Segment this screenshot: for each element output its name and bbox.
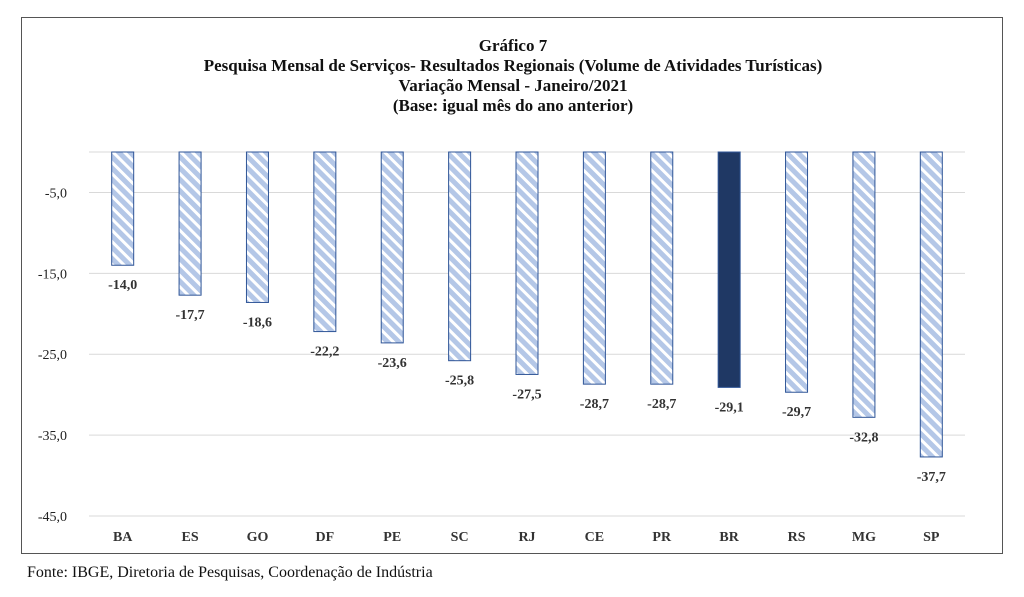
y-tick-label: -45,0: [38, 510, 67, 525]
bar-es: [178, 151, 202, 296]
x-tick-label-sp: SP: [923, 530, 940, 545]
x-tick-label-br: BR: [719, 530, 739, 545]
y-tick-label: -5,0: [45, 186, 67, 201]
chart-title-line-1: Gráfico 7: [478, 36, 548, 55]
x-tick-label-sc: SC: [451, 530, 469, 545]
bar-sp: [919, 151, 943, 458]
x-tick-label-rs: RS: [788, 530, 806, 545]
bar-rj: [515, 151, 539, 375]
bar-br: [717, 151, 741, 388]
bar-go: [245, 151, 269, 303]
data-label-go: -18,6: [243, 315, 272, 330]
data-label-sp: -37,7: [917, 470, 946, 485]
data-label-df: -22,2: [310, 345, 339, 360]
x-tick-label-pe: PE: [383, 530, 401, 545]
x-tick-label-es: ES: [182, 530, 199, 545]
x-tick-label-df: DF: [316, 530, 335, 545]
bars: [111, 151, 943, 458]
data-labels: -14,0 -17,7 -18,6 -22,2 -23,6 -25,8 -27,5 -28,7…: [108, 278, 946, 485]
chart-title-line-2: Pesquisa Mensal de Serviços- Resultados …: [203, 56, 823, 75]
y-axis-tick-labels: -5,0 -15,0 -25,0 -35,0 -45,0: [38, 186, 67, 525]
x-tick-label-go: GO: [247, 530, 269, 545]
chart-title-line-3: Variação Mensal - Janeiro/2021: [398, 76, 628, 95]
x-tick-label-rj: RJ: [518, 530, 535, 545]
data-label-mg: -32,8: [849, 430, 878, 445]
bar-pr: [650, 151, 674, 385]
data-label-rs: -29,7: [782, 405, 811, 420]
bar-sc: [448, 151, 472, 362]
bar-pe: [380, 151, 404, 344]
chart-frame: Gráfico 7 Pesquisa Mensal de Serviços- R…: [21, 17, 1003, 554]
bar-rs: [785, 151, 809, 393]
bar-ba: [111, 151, 135, 266]
bar-ce: [582, 151, 606, 385]
x-tick-label-ba: BA: [113, 530, 133, 545]
data-label-rj: -27,5: [512, 387, 541, 402]
data-label-pr: -28,7: [647, 397, 676, 412]
y-tick-label: -25,0: [38, 348, 67, 363]
chart-title: Gráfico 7 Pesquisa Mensal de Serviços- R…: [22, 36, 1004, 116]
data-label-ba: -14,0: [108, 278, 137, 293]
chart-title-line-4: (Base: igual mês do ano anterior): [392, 96, 634, 115]
source-note: Fonte: IBGE, Diretoria de Pesquisas, Coo…: [27, 564, 433, 581]
bar-df: [313, 151, 337, 333]
data-label-br: -29,1: [715, 400, 744, 415]
x-tick-label-pr: PR: [652, 530, 672, 545]
data-label-pe: -23,6: [378, 356, 407, 371]
data-label-sc: -25,8: [445, 374, 474, 389]
x-axis-tick-labels: BA ES GO DF PE SC RJ CE PR BR RS MG SP: [113, 530, 940, 545]
data-label-ce: -28,7: [580, 397, 609, 412]
y-tick-label: -15,0: [38, 267, 67, 282]
data-label-es: -17,7: [175, 308, 204, 323]
x-tick-label-ce: CE: [585, 530, 604, 545]
bar-chart-plot: -5,0 -15,0 -25,0 -35,0 -45,0 -14,0 -17,7 -18,6…: [38, 151, 965, 545]
bar-mg: [852, 151, 876, 418]
y-tick-label: -35,0: [38, 429, 67, 444]
x-tick-label-mg: MG: [852, 530, 876, 545]
